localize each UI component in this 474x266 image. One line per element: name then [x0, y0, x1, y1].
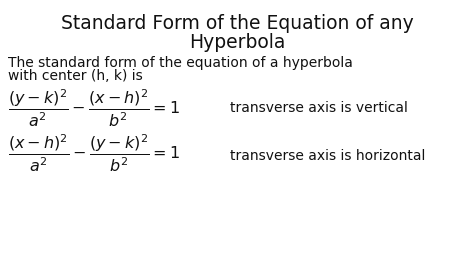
Text: $\dfrac{(y-k)^2}{a^2} - \dfrac{(x-h)^2}{b^2} = 1$: $\dfrac{(y-k)^2}{a^2} - \dfrac{(x-h)^2}{…	[8, 88, 180, 129]
Text: transverse axis is horizontal: transverse axis is horizontal	[230, 149, 425, 163]
Text: $\dfrac{(x-h)^2}{a^2} - \dfrac{(y-k)^2}{b^2} = 1$: $\dfrac{(x-h)^2}{a^2} - \dfrac{(y-k)^2}{…	[8, 133, 180, 174]
Text: with center (h, k) is: with center (h, k) is	[8, 69, 143, 83]
Text: transverse axis is vertical: transverse axis is vertical	[230, 101, 408, 115]
Text: Hyperbola: Hyperbola	[189, 33, 285, 52]
Text: Standard Form of the Equation of any: Standard Form of the Equation of any	[61, 14, 413, 33]
Text: The standard form of the equation of a hyperbola: The standard form of the equation of a h…	[8, 56, 353, 70]
